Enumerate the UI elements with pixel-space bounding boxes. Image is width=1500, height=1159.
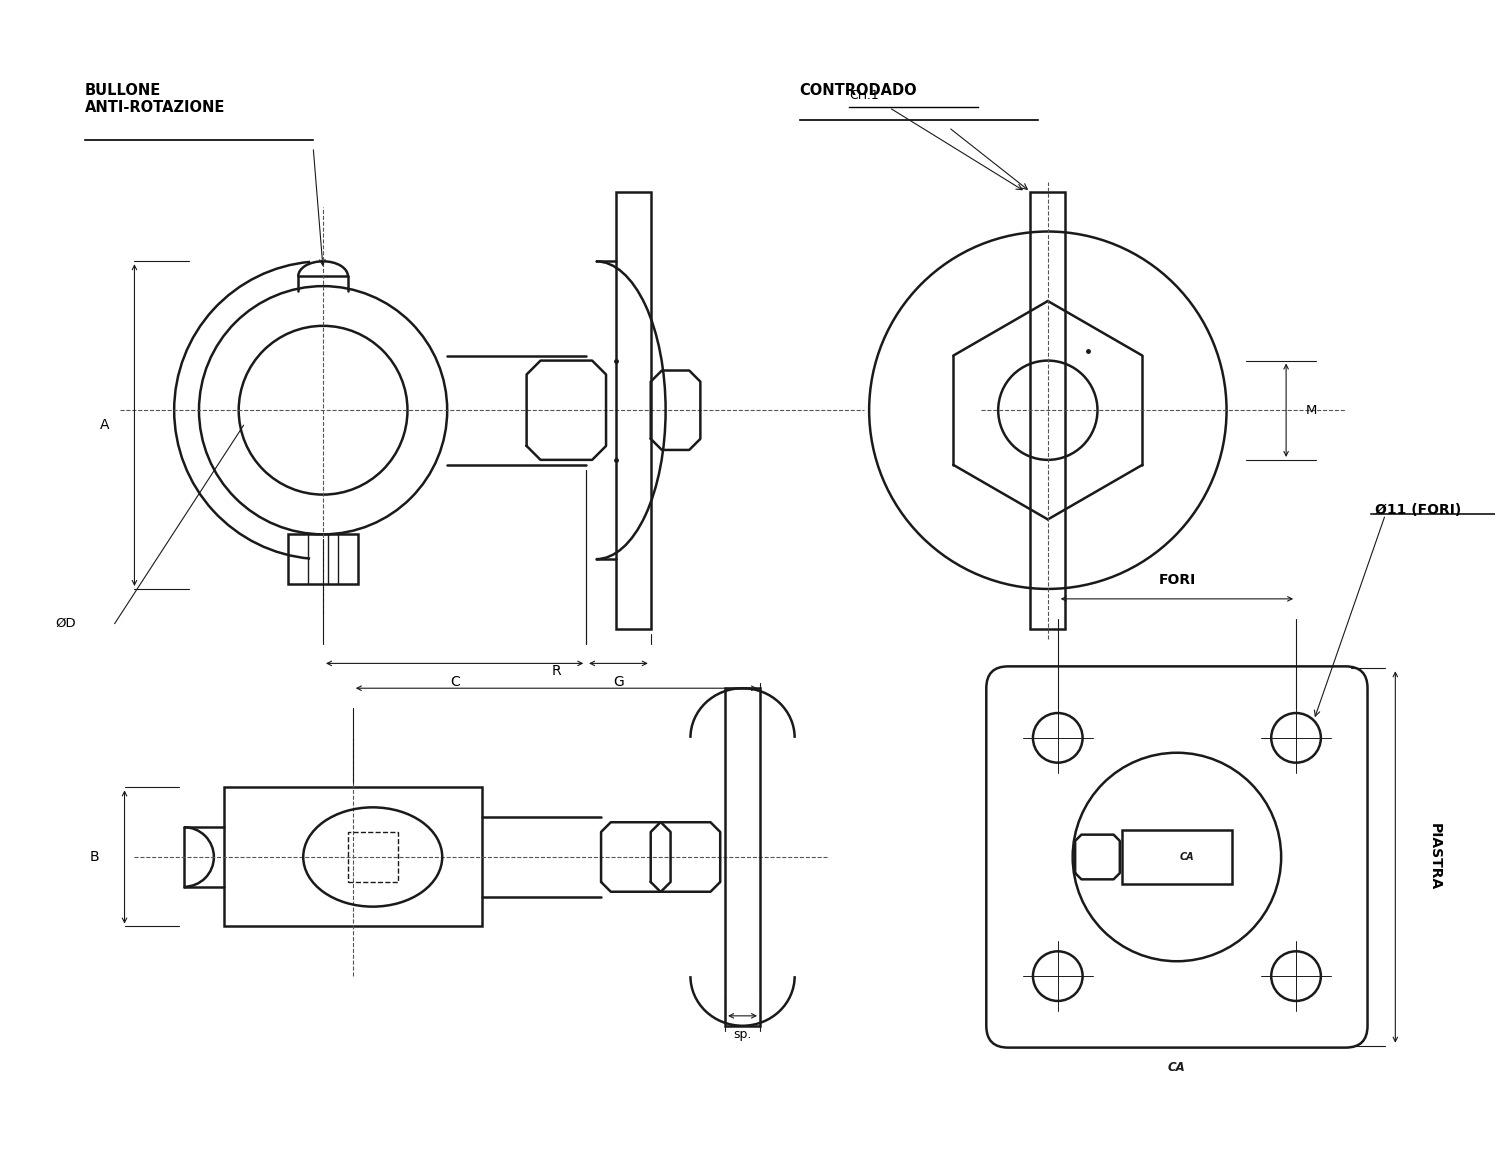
Text: M: M	[1306, 403, 1317, 417]
Bar	[616, 191, 651, 628]
Text: BULLONE
ANTI-ROTAZIONE: BULLONE ANTI-ROTAZIONE	[86, 82, 225, 115]
Text: FORI: FORI	[1158, 573, 1196, 586]
Text: CA: CA	[1168, 1060, 1186, 1073]
Bar	[224, 787, 482, 926]
Text: A: A	[100, 418, 109, 432]
Text: CONTRODADO: CONTRODADO	[800, 82, 918, 97]
Bar	[724, 688, 760, 1026]
Text: C: C	[450, 676, 459, 690]
Text: CH.1: CH.1	[849, 89, 879, 102]
Text: ØD: ØD	[56, 618, 75, 630]
Bar	[1030, 191, 1065, 628]
Bar	[348, 832, 398, 882]
Bar	[288, 534, 358, 584]
Text: Ø11 (FORI): Ø11 (FORI)	[1376, 503, 1461, 517]
Text: B: B	[90, 850, 99, 863]
Bar	[1122, 830, 1232, 884]
Text: R: R	[552, 664, 561, 678]
Text: G: G	[614, 676, 624, 690]
Text: sp.: sp.	[734, 1028, 752, 1041]
Text: CA: CA	[1179, 852, 1194, 862]
Text: PIASTRA: PIASTRA	[1428, 823, 1442, 890]
